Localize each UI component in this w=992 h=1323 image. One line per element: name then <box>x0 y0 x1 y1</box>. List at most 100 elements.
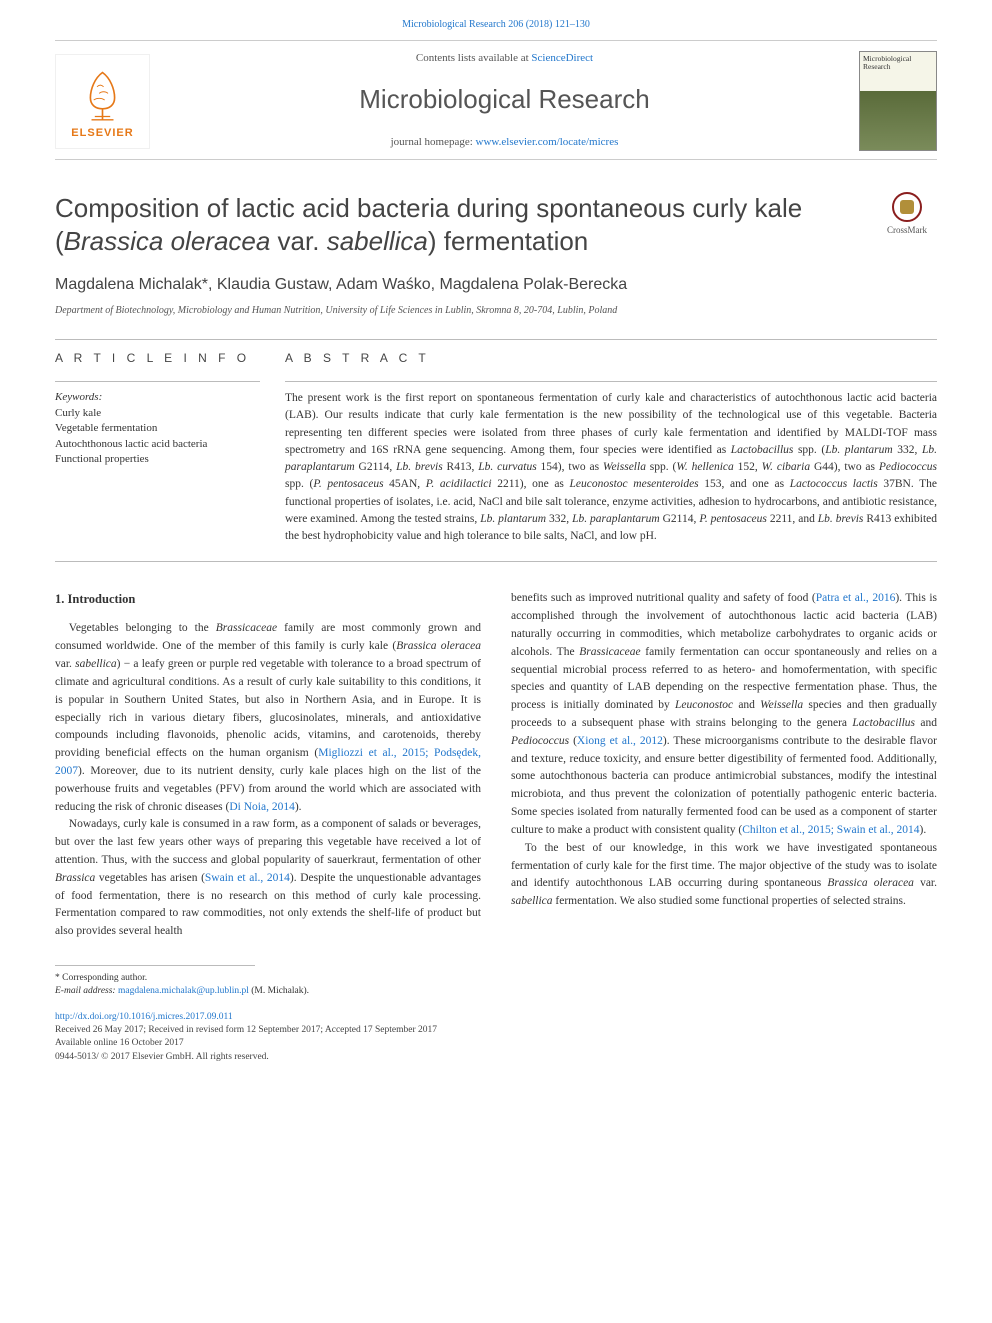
section-divider <box>55 561 937 562</box>
abs-frag: R413, <box>443 461 479 473</box>
intro-paragraph-2: Nowadays, curly kale is consumed in a ra… <box>55 816 481 941</box>
homepage-prefix: journal homepage: <box>391 136 476 148</box>
crossmark-badge[interactable]: CrossMark <box>877 192 937 237</box>
abs-species: Lb. curvatus <box>478 461 536 473</box>
abs-species: W. cibaria <box>762 461 810 473</box>
abs-species: Leuconostoc mesenteroides <box>570 478 699 490</box>
p-frag: Vegetables belonging to the <box>69 622 216 634</box>
elsevier-tree-icon <box>75 67 130 122</box>
abs-frag: 332, <box>893 444 922 456</box>
keywords-label: Keywords: <box>55 390 260 406</box>
body-two-columns: 1. Introduction Vegetables belonging to … <box>55 590 937 941</box>
author-email-link[interactable]: magdalena.michalak@up.lublin.pl <box>118 986 249 996</box>
p-ital: Brassicaceae <box>216 622 277 634</box>
p-frag: benefits such as improved nutritional qu… <box>511 592 816 604</box>
abs-species: Lb. plantarum <box>480 513 546 525</box>
title-species-1: Brassica oleracea <box>64 226 271 256</box>
journal-reference: Microbiological Research 206 (2018) 121–… <box>402 18 590 33</box>
p-ital: Brassica oleracea <box>827 877 914 889</box>
p-frag: vegetables has arisen ( <box>95 872 205 884</box>
p-ital: sabellica <box>75 658 117 670</box>
abs-frag: 45AN, <box>384 478 426 490</box>
p-frag: and <box>915 717 937 729</box>
citation-link[interactable]: Swain et al., 2014 <box>205 872 290 884</box>
p-frag: Nowadays, curly kale is consumed in a ra… <box>55 818 481 866</box>
abs-species: Lb. paraplantarum <box>572 513 660 525</box>
p-ital: Lactobacillus <box>852 717 915 729</box>
email-label: E-mail address: <box>55 986 118 996</box>
doi-link[interactable]: http://dx.doi.org/10.1016/j.micres.2017.… <box>55 1012 233 1022</box>
citation-link[interactable]: Xiong et al., 2012 <box>577 735 663 747</box>
abs-species: Pediococcus <box>879 461 937 473</box>
p-frag: and <box>733 699 760 711</box>
abstract-column: A B S T R A C T The present work is the … <box>285 350 937 546</box>
article-info-column: A R T I C L E I N F O Keywords: Curly ka… <box>55 350 285 546</box>
p-frag: ). <box>920 824 927 836</box>
doi-block: http://dx.doi.org/10.1016/j.micres.2017.… <box>55 1011 937 1064</box>
keyword-item: Functional properties <box>55 452 260 467</box>
p-frag: ). <box>295 801 302 813</box>
p-frag: ( <box>569 735 577 747</box>
abs-frag: 2211), one as <box>492 478 570 490</box>
p-frag: var. <box>914 877 937 889</box>
sciencedirect-link[interactable]: ScienceDirect <box>531 52 593 64</box>
email-line: E-mail address: magdalena.michalak@up.lu… <box>55 985 937 998</box>
right-column: benefits such as improved nutritional qu… <box>511 590 937 941</box>
contents-available-line: Contents lists available at ScienceDirec… <box>150 51 859 67</box>
keyword-item: Curly kale <box>55 406 260 421</box>
copyright-line: 0944-5013/ © 2017 Elsevier GmbH. All rig… <box>55 1051 937 1064</box>
abs-frag: 152, <box>734 461 762 473</box>
left-column: 1. Introduction Vegetables belonging to … <box>55 590 481 941</box>
abs-species: Lb. brevis <box>818 513 864 525</box>
intro-paragraph-cont: benefits such as improved nutritional qu… <box>511 590 937 839</box>
abs-frag: spp. ( <box>793 444 825 456</box>
p-frag: ) − a leafy green or purple red vegetabl… <box>55 658 481 759</box>
corresponding-author-note: * Corresponding author. <box>55 972 937 985</box>
intro-heading: 1. Introduction <box>55 590 481 608</box>
abs-frag: G2114, <box>355 461 396 473</box>
elsevier-text: ELSEVIER <box>71 126 133 142</box>
elsevier-logo: ELSEVIER <box>55 54 150 149</box>
abs-species: Lactococcus lactis <box>790 478 878 490</box>
keyword-item: Autochthonous lactic acid bacteria <box>55 437 260 452</box>
p-ital: Weissella <box>760 699 803 711</box>
abstract-rule <box>285 381 937 382</box>
abs-frag: G2114, <box>660 513 700 525</box>
p-frag: fermentation. We also studied some funct… <box>553 895 906 907</box>
p-ital: Pediococcus <box>511 735 569 747</box>
authors-line: Magdalena Michalak*, Klaudia Gustaw, Ada… <box>55 273 937 296</box>
received-dates: Received 26 May 2017; Received in revise… <box>55 1024 937 1037</box>
p-ital: sabellica <box>511 895 553 907</box>
abs-frag: 332, <box>546 513 572 525</box>
email-who: (M. Michalak). <box>249 986 309 996</box>
cover-thumb-title: Microbiological Research <box>863 55 933 72</box>
abs-species: P. acidilactici <box>426 478 492 490</box>
abs-frag: spp. ( <box>646 461 676 473</box>
keyword-item: Vegetable fermentation <box>55 421 260 436</box>
abs-species: P. pentosaceus <box>699 513 767 525</box>
intro-paragraph-1: Vegetables belonging to the Brassicaceae… <box>55 620 481 816</box>
abs-frag: 2211, and <box>767 513 818 525</box>
p-frag: var. <box>55 658 75 670</box>
contents-prefix: Contents lists available at <box>416 52 531 64</box>
title-text-2: var. <box>270 226 326 256</box>
section-divider <box>55 339 937 340</box>
homepage-link[interactable]: www.elsevier.com/locate/micres <box>476 136 619 148</box>
p-ital: Brassica <box>55 872 95 884</box>
crossmark-label: CrossMark <box>887 224 927 237</box>
abs-frag: spp. ( <box>285 478 313 490</box>
citation-link[interactable]: Di Noia, 2014 <box>229 801 294 813</box>
p-ital: Brassica oleracea <box>396 640 481 652</box>
affiliation: Department of Biotechnology, Microbiolog… <box>55 304 937 319</box>
abs-species: Weissella <box>603 461 646 473</box>
abs-species: Lactobacillus <box>731 444 794 456</box>
abs-species: Lb. brevis <box>396 461 443 473</box>
available-online: Available online 16 October 2017 <box>55 1037 937 1050</box>
homepage-line: journal homepage: www.elsevier.com/locat… <box>150 135 859 151</box>
abs-frag: 153, and one as <box>699 478 790 490</box>
title-species-2: sabellica <box>327 226 428 256</box>
abstract-text: The present work is the first report on … <box>285 390 937 545</box>
citation-link[interactable]: Patra et al., 2016 <box>816 592 896 604</box>
citation-link[interactable]: Chilton et al., 2015; Swain et al., 2014 <box>742 824 919 836</box>
title-text-3: ) fermentation <box>428 226 588 256</box>
